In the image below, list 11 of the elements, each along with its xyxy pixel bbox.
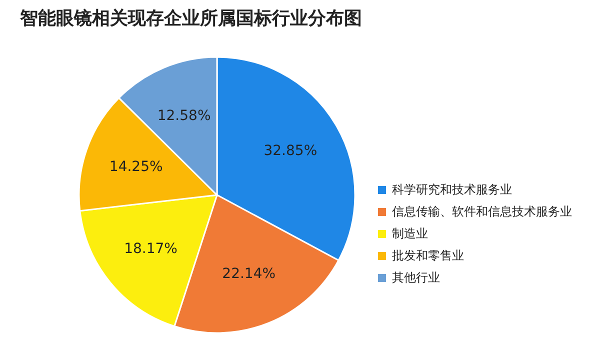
- data-label: 14.25%: [109, 158, 163, 175]
- data-label: 18.17%: [124, 241, 178, 258]
- legend-label: 其他行业: [392, 270, 440, 284]
- data-label: 22.14%: [222, 266, 276, 282]
- legend-label: 科学研究和技术服务业: [392, 182, 512, 196]
- legend-label: 制造业: [392, 226, 428, 240]
- legend-label: 批发和零售业: [392, 248, 464, 262]
- legend-label: 信息传输、软件和信息技术服务业: [392, 204, 572, 218]
- data-label: 32.85%: [264, 142, 318, 159]
- chart-title: 智能眼镜相关现存企业所属国标行业分布图: [19, 8, 362, 29]
- data-label: 12.58%: [157, 108, 211, 124]
